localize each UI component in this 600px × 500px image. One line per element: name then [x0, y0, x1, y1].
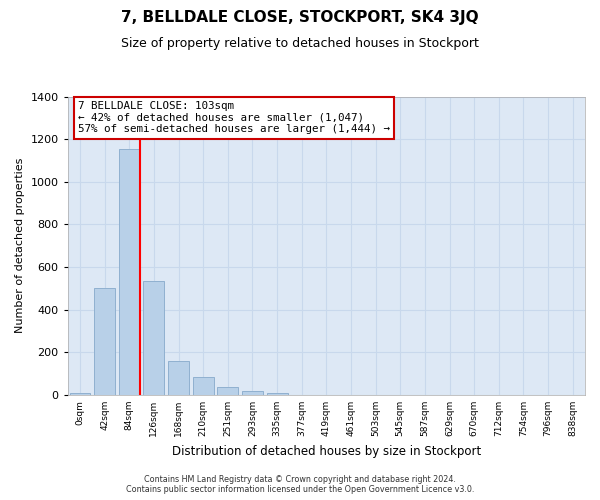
Bar	[143, 281, 164, 395]
Bar	[193, 377, 214, 395]
Text: 7, BELLDALE CLOSE, STOCKPORT, SK4 3JQ: 7, BELLDALE CLOSE, STOCKPORT, SK4 3JQ	[121, 10, 479, 25]
Bar	[217, 388, 238, 395]
Bar	[119, 148, 140, 395]
Text: Contains HM Land Registry data © Crown copyright and database right 2024.
Contai: Contains HM Land Registry data © Crown c…	[126, 474, 474, 494]
Bar	[266, 393, 287, 395]
X-axis label: Distribution of detached houses by size in Stockport: Distribution of detached houses by size …	[172, 444, 481, 458]
Text: 7 BELLDALE CLOSE: 103sqm
← 42% of detached houses are smaller (1,047)
57% of sem: 7 BELLDALE CLOSE: 103sqm ← 42% of detach…	[78, 101, 390, 134]
Y-axis label: Number of detached properties: Number of detached properties	[15, 158, 25, 334]
Bar	[94, 288, 115, 395]
Text: Size of property relative to detached houses in Stockport: Size of property relative to detached ho…	[121, 38, 479, 51]
Bar	[242, 391, 263, 395]
Bar	[168, 361, 189, 395]
Bar	[70, 393, 91, 395]
